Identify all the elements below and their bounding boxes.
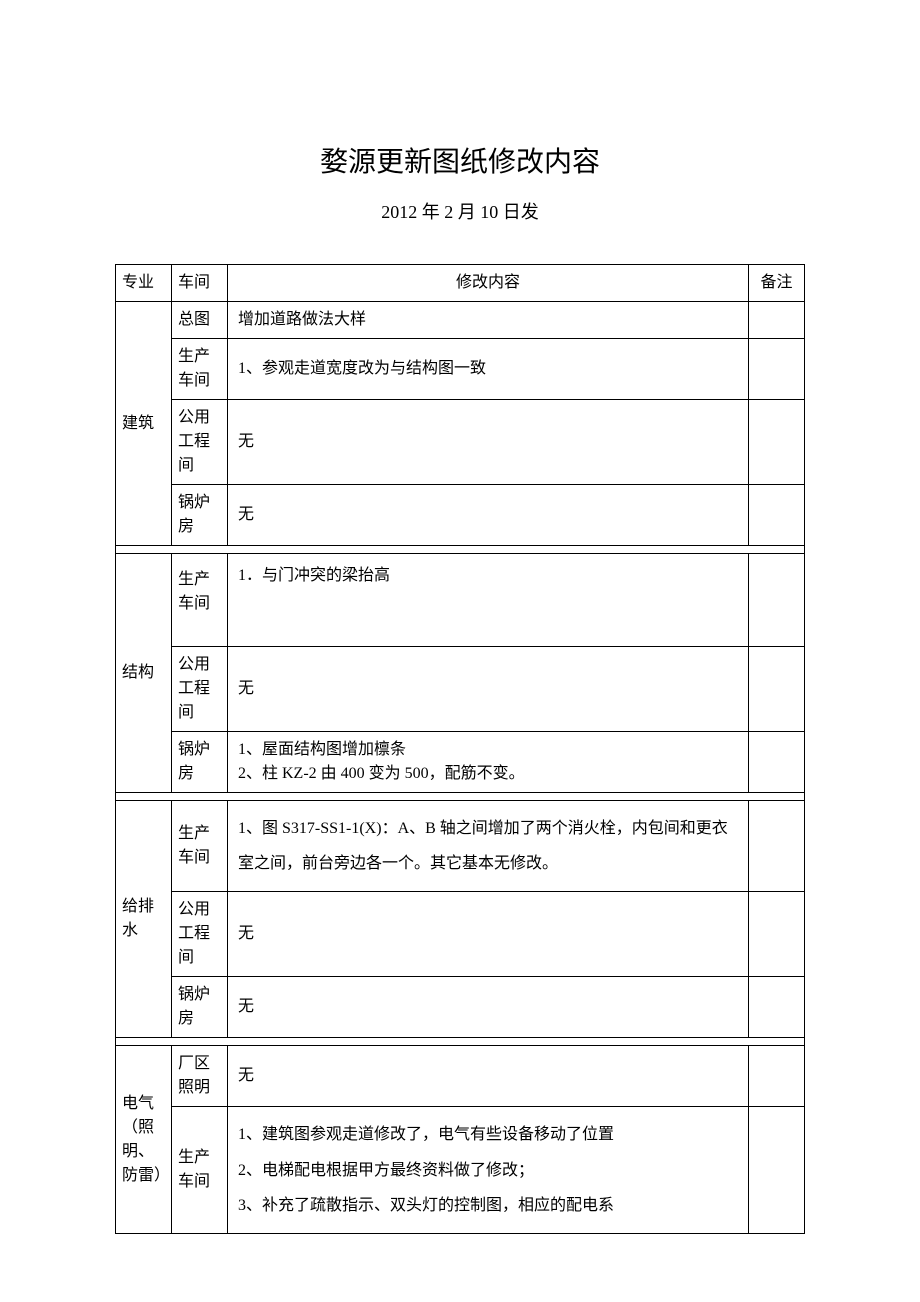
cell-remark	[749, 732, 805, 793]
header-workshop: 车间	[172, 265, 228, 302]
table-row: 结构 生产车间 1．与门冲突的梁抬高	[116, 554, 805, 647]
cell-content: 无	[228, 977, 749, 1038]
header-content: 修改内容	[228, 265, 749, 302]
cell-workshop: 公用工程间	[172, 400, 228, 485]
cell-content: 无	[228, 1046, 749, 1107]
cell-content: 1、建筑图参观走道修改了，电气有些设备移动了位置2、电梯配电根据甲方最终资料做了…	[228, 1107, 749, 1234]
cell-remark	[749, 339, 805, 400]
cell-remark	[749, 485, 805, 546]
cell-content: 无	[228, 647, 749, 732]
cell-remark	[749, 1107, 805, 1234]
cell-content: 增加道路做法大样	[228, 302, 749, 339]
cell-remark	[749, 977, 805, 1038]
cell-specialty: 结构	[116, 554, 172, 793]
cell-workshop: 总图	[172, 302, 228, 339]
cell-remark	[749, 801, 805, 892]
table-row: 建筑 总图 增加道路做法大样	[116, 302, 805, 339]
cell-remark	[749, 302, 805, 339]
cell-remark	[749, 1046, 805, 1107]
cell-remark	[749, 554, 805, 647]
cell-workshop: 锅炉房	[172, 732, 228, 793]
cell-remark	[749, 400, 805, 485]
table-row: 生产车间 1、参观走道宽度改为与结构图一致	[116, 339, 805, 400]
cell-content: 1、参观走道宽度改为与结构图一致	[228, 339, 749, 400]
table-row: 锅炉房 1、屋面结构图增加檩条2、柱 KZ-2 由 400 变为 500，配筋不…	[116, 732, 805, 793]
cell-remark	[749, 892, 805, 977]
cell-content: 1、图 S317-SS1-1(X)：A、B 轴之间增加了两个消火栓，内包间和更衣…	[228, 801, 749, 892]
cell-workshop: 厂区照明	[172, 1046, 228, 1107]
table-row: 公用工程间 无	[116, 400, 805, 485]
cell-workshop: 生产车间	[172, 554, 228, 647]
cell-content: 无	[228, 892, 749, 977]
cell-workshop: 公用工程间	[172, 647, 228, 732]
cell-specialty: 给排水	[116, 801, 172, 1038]
cell-workshop: 公用工程间	[172, 892, 228, 977]
table-row: 给排水 生产车间 1、图 S317-SS1-1(X)：A、B 轴之间增加了两个消…	[116, 801, 805, 892]
table-header-row: 专业 车间 修改内容 备注	[116, 265, 805, 302]
cell-workshop: 生产车间	[172, 801, 228, 892]
cell-workshop: 锅炉房	[172, 485, 228, 546]
table-row: 公用工程间 无	[116, 892, 805, 977]
table-row: 公用工程间 无	[116, 647, 805, 732]
cell-workshop: 生产车间	[172, 1107, 228, 1234]
cell-content: 无	[228, 400, 749, 485]
cell-workshop: 生产车间	[172, 339, 228, 400]
cell-workshop: 锅炉房	[172, 977, 228, 1038]
table-row: 锅炉房 无	[116, 485, 805, 546]
cell-content: 1．与门冲突的梁抬高	[228, 554, 749, 647]
cell-specialty: 电气（照明、防雷）	[116, 1046, 172, 1234]
cell-specialty: 建筑	[116, 302, 172, 546]
document-subtitle: 2012 年 2 月 10 日发	[115, 198, 805, 224]
cell-content: 无	[228, 485, 749, 546]
revision-table: 专业 车间 修改内容 备注 建筑 总图 增加道路做法大样 生产车间 1、参观走道…	[115, 264, 805, 1234]
table-row: 锅炉房 无	[116, 977, 805, 1038]
header-remark: 备注	[749, 265, 805, 302]
table-row: 电气（照明、防雷） 厂区照明 无	[116, 1046, 805, 1107]
spacer-row	[116, 546, 805, 554]
header-specialty: 专业	[116, 265, 172, 302]
cell-content: 1、屋面结构图增加檩条2、柱 KZ-2 由 400 变为 500，配筋不变。	[228, 732, 749, 793]
spacer-row	[116, 793, 805, 801]
cell-remark	[749, 647, 805, 732]
spacer-row	[116, 1038, 805, 1046]
document-title: 婺源更新图纸修改内容	[115, 140, 805, 180]
table-row: 生产车间 1、建筑图参观走道修改了，电气有些设备移动了位置2、电梯配电根据甲方最…	[116, 1107, 805, 1234]
